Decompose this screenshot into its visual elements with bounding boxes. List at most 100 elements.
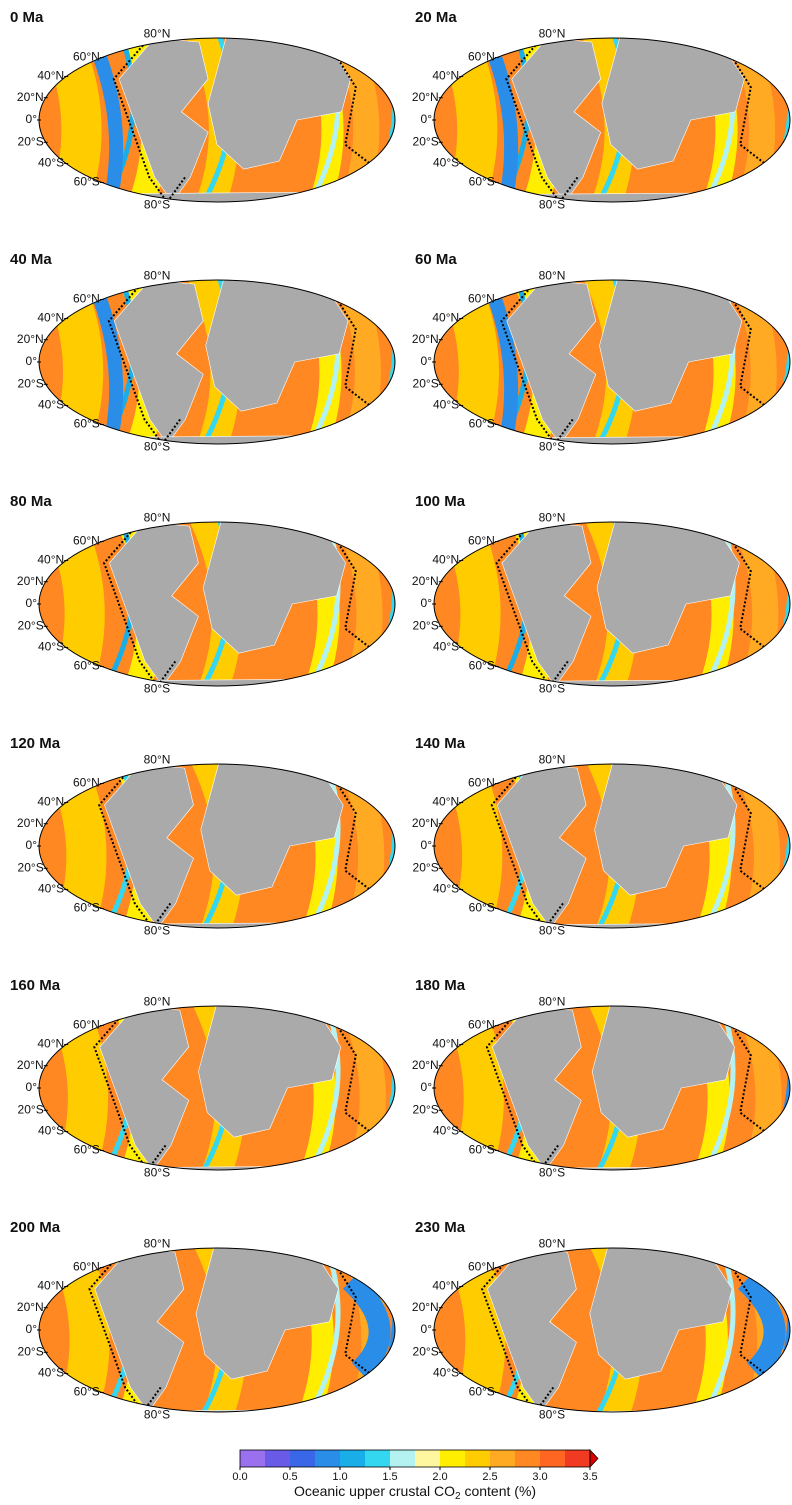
lat-label: 20°S xyxy=(18,860,44,874)
lat-label: 40°S xyxy=(433,1366,459,1380)
colorbar-bin xyxy=(390,1450,415,1467)
panel-title: 120 Ma xyxy=(10,735,61,752)
lat-label: 20°S xyxy=(18,1102,44,1116)
lat-label: 80°N xyxy=(539,995,566,1009)
colorbar-bin xyxy=(290,1450,315,1467)
panel-title: 0 Ma xyxy=(10,9,44,26)
lat-label: 40°N xyxy=(37,1279,64,1293)
lat-label: 20°S xyxy=(413,860,439,874)
lat-label: 40°S xyxy=(38,882,64,896)
lat-label: 80°S xyxy=(144,682,170,696)
lat-label: 80°N xyxy=(144,753,171,767)
panel-title: 20 Ma xyxy=(415,9,457,26)
lat-label: 40°N xyxy=(37,1037,64,1051)
lat-label: 60°S xyxy=(469,175,495,189)
colorbar-bin xyxy=(265,1450,290,1467)
lat-label: 40°S xyxy=(433,156,459,170)
colorbar-bin xyxy=(565,1450,590,1467)
colorbar-tick-label: 3.0 xyxy=(532,1471,547,1483)
lat-label: 80°S xyxy=(144,440,170,454)
lat-label: 60°S xyxy=(74,1385,100,1399)
lat-label: 0° xyxy=(26,838,38,852)
colorbar-bin xyxy=(440,1450,465,1467)
lat-label: 40°S xyxy=(38,398,64,412)
lat-label: 40°N xyxy=(37,553,64,567)
lat-label: 40°S xyxy=(433,1124,459,1138)
lat-label: 60°N xyxy=(73,1018,100,1032)
lat-label: 20°S xyxy=(413,1344,439,1358)
lat-label: 20°S xyxy=(413,618,439,632)
lat-label: 20°S xyxy=(413,134,439,148)
panel-title: 160 Ma xyxy=(10,977,61,994)
lat-label: 80°S xyxy=(144,1166,170,1180)
lat-label: 80°N xyxy=(539,753,566,767)
lat-label: 0° xyxy=(421,1322,433,1336)
colorbar-tick-label: 1.5 xyxy=(382,1471,397,1483)
lat-label: 40°N xyxy=(432,1037,459,1051)
lat-label: 20°S xyxy=(18,1344,44,1358)
lat-label: 0° xyxy=(421,112,433,126)
lat-label: 80°S xyxy=(539,682,565,696)
lat-label: 60°S xyxy=(469,659,495,673)
lat-label: 60°N xyxy=(468,1018,495,1032)
lat-label: 60°S xyxy=(74,175,100,189)
figure: 0 Ma 80°N 60°N 40°N 20°N 0° 20°S 40°S 60°S 80°S 20… xyxy=(0,0,792,1500)
lat-label: 60°N xyxy=(468,776,495,790)
lat-label: 40°N xyxy=(37,311,64,325)
lat-label: 0° xyxy=(26,596,38,610)
panel-title: 230 Ma xyxy=(415,1219,466,1236)
lat-label: 40°N xyxy=(37,795,64,809)
lat-label: 80°N xyxy=(144,269,171,283)
colorbar-bin xyxy=(340,1450,365,1467)
lat-label: 40°N xyxy=(37,69,64,83)
lat-label: 20°N xyxy=(412,574,439,588)
colorbar-tick-label: 3.5 xyxy=(582,1471,597,1483)
panel-title: 60 Ma xyxy=(415,251,457,268)
lat-label: 20°N xyxy=(412,1058,439,1072)
lat-label: 60°N xyxy=(73,292,100,306)
lat-label: 20°N xyxy=(412,90,439,104)
lat-label: 80°S xyxy=(539,1408,565,1422)
lat-label: 80°N xyxy=(539,27,566,41)
lat-label: 20°N xyxy=(17,1300,44,1314)
lat-label: 40°S xyxy=(433,640,459,654)
lat-label: 0° xyxy=(26,112,38,126)
lat-label: 20°S xyxy=(18,134,44,148)
lat-label: 80°N xyxy=(144,27,171,41)
lat-label: 60°S xyxy=(74,417,100,431)
colorbar-bin xyxy=(515,1450,540,1467)
colorbar-tick-label: 2.0 xyxy=(432,1471,447,1483)
lat-label: 60°N xyxy=(468,50,495,64)
colorbar-tick-label: 2.5 xyxy=(482,1471,497,1483)
lat-label: 60°S xyxy=(469,901,495,915)
colorbar-over xyxy=(590,1450,598,1467)
lat-label: 20°N xyxy=(17,1058,44,1072)
lat-label: 40°N xyxy=(432,69,459,83)
lat-label: 0° xyxy=(421,596,433,610)
lat-label: 60°N xyxy=(468,1260,495,1274)
colorbar-tick-label: 0.5 xyxy=(282,1471,297,1483)
lat-label: 40°N xyxy=(432,795,459,809)
lat-label: 60°S xyxy=(74,1143,100,1157)
lat-label: 20°N xyxy=(412,332,439,346)
lat-label: 80°S xyxy=(539,440,565,454)
panel-title: 100 Ma xyxy=(415,493,466,510)
lat-label: 40°S xyxy=(38,1366,64,1380)
panel-title: 40 Ma xyxy=(10,251,52,268)
lat-label: 0° xyxy=(421,1080,433,1094)
panel-title: 200 Ma xyxy=(10,1219,61,1236)
lat-label: 80°N xyxy=(539,269,566,283)
lat-label: 60°S xyxy=(469,417,495,431)
lat-label: 40°N xyxy=(432,311,459,325)
panel-title: 140 Ma xyxy=(415,735,466,752)
lat-label: 60°S xyxy=(74,659,100,673)
colorbar-label: Oceanic upper crustal CO2 content (%) xyxy=(294,1483,536,1500)
label-text: Oceanic upper crustal CO xyxy=(294,1483,455,1499)
lat-label: 0° xyxy=(421,354,433,368)
label-text: content (%) xyxy=(461,1483,536,1499)
lat-label: 80°N xyxy=(144,511,171,525)
lat-label: 40°S xyxy=(38,156,64,170)
lat-label: 80°S xyxy=(144,1408,170,1422)
lat-label: 80°N xyxy=(539,1237,566,1251)
lat-label: 20°N xyxy=(17,332,44,346)
